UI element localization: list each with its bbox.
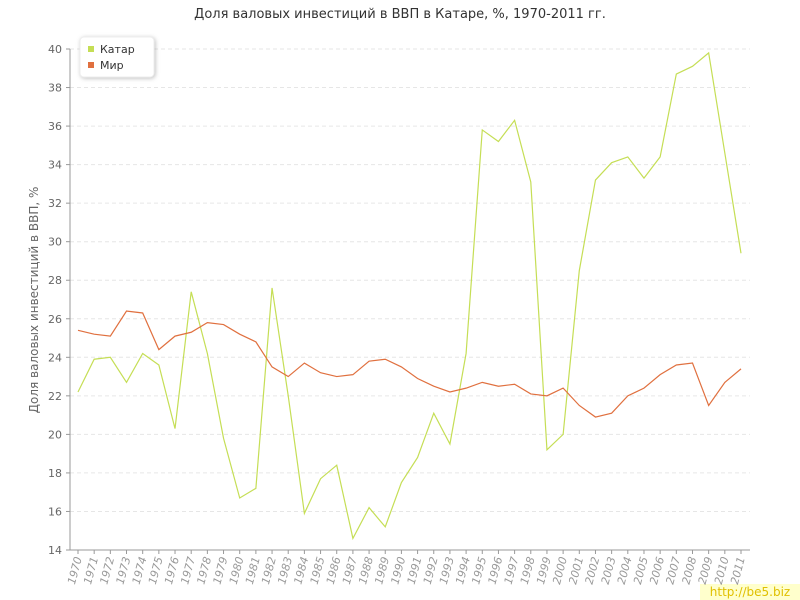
y-axis-label: Доля валовых инвестиций в ВВП, % — [27, 187, 41, 414]
series-line — [77, 310, 742, 418]
chart-title: Доля валовых инвестиций в ВВП в Катаре, … — [194, 7, 606, 22]
legend-swatch — [88, 62, 94, 68]
y-tick-label: 24 — [48, 351, 62, 364]
y-tick-label: 34 — [48, 159, 62, 172]
y-tick-label: 26 — [48, 313, 62, 326]
watermark: http://be5.biz — [710, 585, 790, 599]
y-tick-label: 22 — [48, 390, 62, 403]
y-tick-label: 18 — [48, 467, 62, 480]
y-tick-label: 32 — [48, 197, 62, 210]
y-tick-label: 36 — [48, 120, 62, 133]
y-tick-label: 14 — [48, 544, 62, 557]
legend-swatch — [88, 46, 94, 52]
y-tick-label: 40 — [48, 43, 62, 56]
y-tick-label: 28 — [48, 274, 62, 287]
legend-label: Мир — [100, 59, 124, 72]
series-line — [77, 51, 742, 541]
watermark-bg — [700, 584, 800, 600]
legend-box — [79, 36, 155, 78]
y-tick-label: 20 — [48, 428, 62, 441]
y-tick-label: 38 — [48, 82, 62, 95]
legend-label: Катар — [100, 43, 135, 56]
y-tick-label: 16 — [48, 505, 62, 518]
y-tick-label: 30 — [48, 236, 62, 249]
